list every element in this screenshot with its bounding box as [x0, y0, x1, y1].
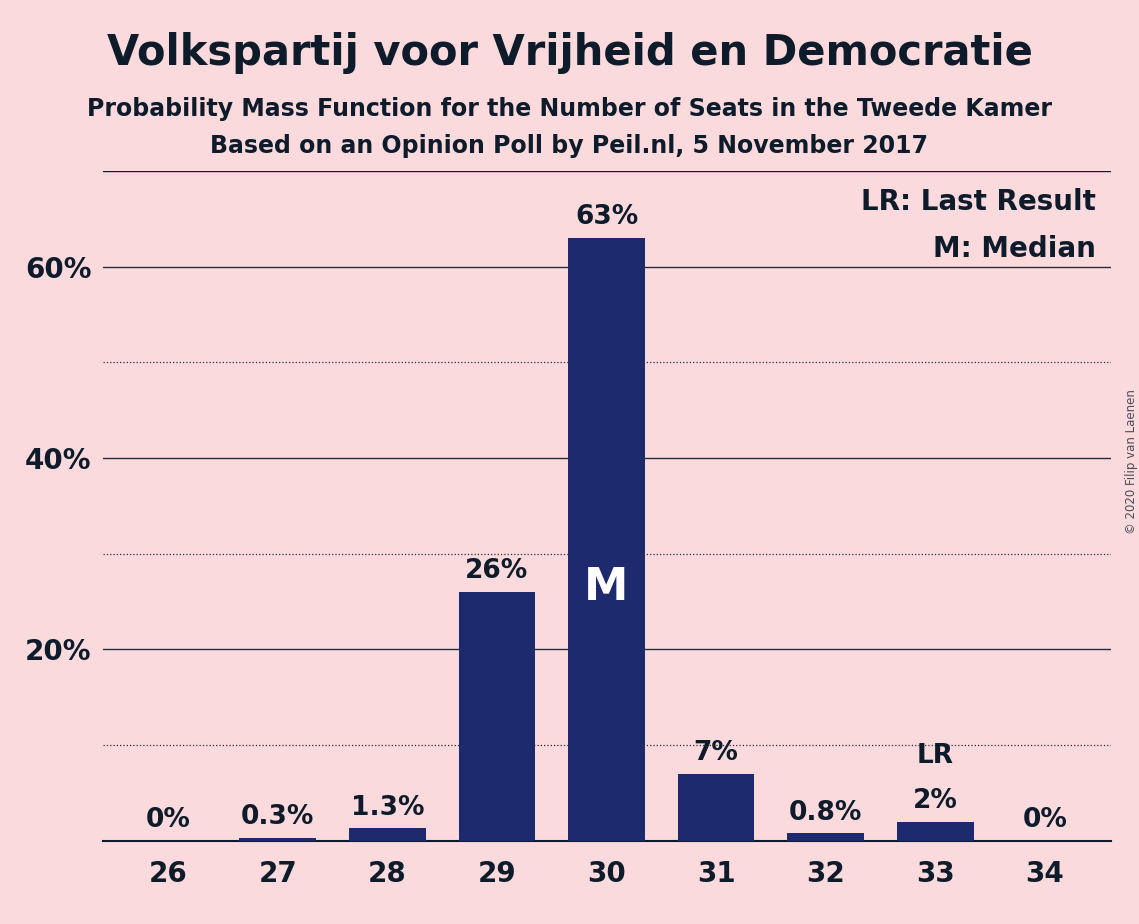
Bar	[349, 829, 426, 841]
Text: 63%: 63%	[575, 204, 638, 230]
Text: 0%: 0%	[1023, 808, 1067, 833]
Text: Based on an Opinion Poll by Peil.nl, 5 November 2017: Based on an Opinion Poll by Peil.nl, 5 N…	[211, 134, 928, 158]
Text: 2%: 2%	[912, 788, 958, 814]
Text: 0.8%: 0.8%	[789, 799, 862, 825]
Bar	[239, 838, 317, 841]
Text: 26%: 26%	[466, 558, 528, 584]
Bar	[568, 238, 645, 841]
Bar	[896, 821, 974, 841]
Text: LR: LR	[917, 743, 953, 769]
Text: M: M	[584, 566, 629, 609]
Text: 1.3%: 1.3%	[351, 795, 424, 821]
Text: 7%: 7%	[694, 740, 738, 766]
Bar	[459, 592, 535, 841]
Text: M: Median: M: Median	[933, 235, 1096, 262]
Text: 0%: 0%	[146, 808, 190, 833]
Text: © 2020 Filip van Laenen: © 2020 Filip van Laenen	[1124, 390, 1138, 534]
Text: Probability Mass Function for the Number of Seats in the Tweede Kamer: Probability Mass Function for the Number…	[87, 97, 1052, 121]
Text: 0.3%: 0.3%	[241, 804, 314, 831]
Text: Volkspartij voor Vrijheid en Democratie: Volkspartij voor Vrijheid en Democratie	[107, 32, 1032, 74]
Text: LR: Last Result: LR: Last Result	[861, 188, 1096, 215]
Bar	[678, 774, 754, 841]
Bar	[787, 833, 865, 841]
